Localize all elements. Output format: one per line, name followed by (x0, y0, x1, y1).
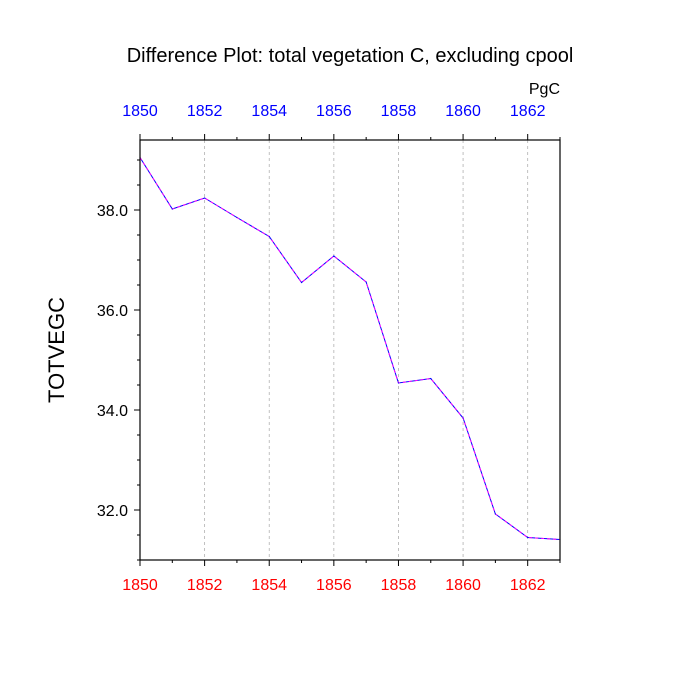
y-tick-label: 34.0 (97, 403, 128, 420)
plot-frame (139, 139, 561, 561)
chart-title: Difference Plot: total vegetation C, exc… (127, 45, 574, 67)
x-tick-label-bottom: 1850 (122, 577, 158, 594)
axis-ticks (134, 134, 561, 566)
data-point (365, 281, 367, 283)
series-line (139, 157, 561, 540)
x-tick-label-bottom: 1862 (510, 577, 546, 594)
y-axis-label: TOTVEGC (44, 297, 69, 403)
x-tick-label-top: 1860 (445, 103, 481, 120)
data-point (171, 208, 173, 210)
data-point (397, 382, 400, 384)
data-point (430, 377, 432, 380)
y-tick-label: 32.0 (97, 503, 128, 520)
data-point (204, 197, 206, 199)
data-point (527, 536, 529, 539)
x-tick-label-top: 1852 (187, 103, 223, 120)
x-tick-label-top: 1858 (381, 103, 417, 120)
data-point (236, 216, 238, 219)
data-point (333, 255, 335, 257)
grid-lines (204, 140, 529, 560)
x-tick-label-bottom: 1860 (445, 577, 481, 594)
x-tick-label-top: 1850 (122, 103, 158, 120)
y-tick-label: 38.0 (97, 203, 128, 220)
y-tick-label: 36.0 (97, 303, 128, 320)
x-tick-label-top: 1862 (510, 103, 546, 120)
data-point (268, 235, 270, 238)
series-line-dash (139, 157, 561, 540)
data-series (139, 156, 561, 541)
x-tick-label-top: 1856 (316, 103, 352, 120)
data-point (462, 417, 464, 419)
x-tick-label-top: 1854 (251, 103, 287, 120)
x-tick-label-bottom: 1856 (316, 577, 352, 594)
data-point (300, 281, 303, 284)
x-tick-label-bottom: 1854 (251, 577, 287, 594)
x-tick-label-bottom: 1858 (381, 577, 417, 594)
data-point (494, 513, 496, 515)
tick-labels: 1850 1850 1852 1852 1854 1854 1856 1856 1858 1858… (97, 103, 546, 594)
x-tick-label-bottom: 1852 (187, 577, 223, 594)
units-label: PgC (529, 81, 560, 98)
